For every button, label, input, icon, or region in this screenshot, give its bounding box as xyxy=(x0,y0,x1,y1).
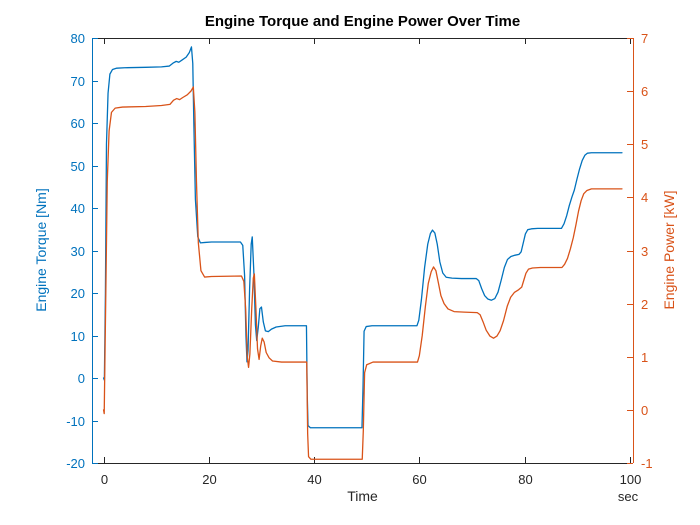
y-tick-label-left: 80 xyxy=(71,31,85,46)
y-tick-label-left: 30 xyxy=(71,244,85,259)
x-tick-label: 60 xyxy=(412,472,426,487)
x-tick-label: 40 xyxy=(307,472,321,487)
engine-torque-curve xyxy=(102,46,623,429)
y-tick-label-right: 6 xyxy=(641,84,648,99)
y-tick-label-left: 40 xyxy=(71,201,85,216)
x-axis-unit: sec xyxy=(617,489,639,504)
y-tick-label-right: 7 xyxy=(641,31,648,46)
y-tick-label-left: 70 xyxy=(71,74,85,89)
x-tick-label: 80 xyxy=(518,472,532,487)
y-tick-label-right: 1 xyxy=(641,350,648,365)
y-tick-label-right: 0 xyxy=(641,403,648,418)
y-tick-label-right: 5 xyxy=(641,137,648,152)
x-tick-label: 0 xyxy=(101,472,108,487)
x-axis-label: Time xyxy=(347,488,378,504)
y-tick-label-left: 50 xyxy=(71,159,85,174)
right-axis-label: Engine Power [kW] xyxy=(661,190,677,310)
chart-title: Engine Torque and Engine Power Over Time xyxy=(204,13,521,30)
y-tick-label-left: 20 xyxy=(71,286,85,301)
x-tick-label: 20 xyxy=(202,472,216,487)
y-tick-label-right: -1 xyxy=(641,456,653,471)
y-tick-label-left: 10 xyxy=(71,329,85,344)
y-tick-label-right: 2 xyxy=(641,297,648,312)
left-axis-label: Engine Torque [Nm] xyxy=(33,188,49,312)
y-tick-label-left: -20 xyxy=(66,456,85,471)
y-tick-label-right: 4 xyxy=(641,190,648,205)
x-tick-label: 100 xyxy=(620,472,642,487)
y-tick-label-left: 60 xyxy=(71,116,85,131)
engine-power-curve xyxy=(102,86,623,460)
y-tick-label-left: 0 xyxy=(78,371,85,386)
y-tick-label-left: -10 xyxy=(66,414,85,429)
y-tick-label-right: 3 xyxy=(641,244,648,259)
